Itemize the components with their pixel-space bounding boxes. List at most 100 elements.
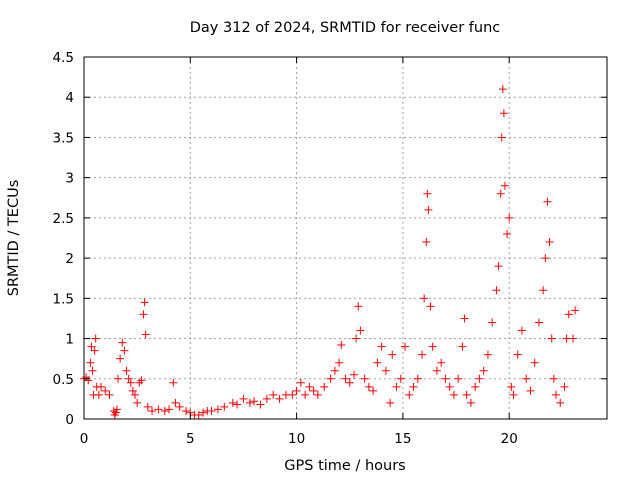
data-point <box>396 374 405 383</box>
data-point <box>458 342 467 351</box>
y-tick-label: 2.5 <box>53 211 74 227</box>
data-point <box>503 229 512 238</box>
data-point <box>497 133 506 142</box>
data-point <box>571 306 580 315</box>
data-point <box>165 405 174 414</box>
data-point <box>526 386 535 395</box>
data-point <box>381 366 390 375</box>
data-point <box>112 405 121 414</box>
data-point <box>352 334 361 343</box>
data-point <box>422 238 431 247</box>
data-point <box>305 382 314 391</box>
data-point <box>171 398 180 407</box>
chart-title: Day 312 of 2024, SRMTID for receiver fun… <box>190 20 501 36</box>
data-point <box>505 213 514 222</box>
data-point <box>86 358 95 367</box>
data-point <box>507 382 516 391</box>
data-point <box>564 310 573 319</box>
x-tick-label: 10 <box>288 431 305 447</box>
y-tick-label: 4 <box>65 90 74 106</box>
data-point <box>109 406 118 415</box>
data-point <box>292 386 301 395</box>
data-point <box>141 330 150 339</box>
data-point <box>120 346 129 355</box>
x-axis-title: GPS time / hours <box>284 458 405 474</box>
data-point <box>309 386 318 395</box>
data-point <box>549 374 558 383</box>
data-point <box>432 366 441 375</box>
data-point <box>377 342 386 351</box>
data-point <box>509 390 518 399</box>
data-point <box>233 400 242 409</box>
data-point <box>496 189 505 198</box>
data-point <box>182 406 191 415</box>
data-point <box>413 374 422 383</box>
data-point <box>256 400 265 409</box>
data-point <box>139 310 148 319</box>
x-tick-label: 20 <box>501 431 518 447</box>
data-point <box>94 390 103 399</box>
data-point <box>345 378 354 387</box>
data-point <box>84 376 93 385</box>
data-points <box>80 85 580 419</box>
x-tick-label: 5 <box>186 431 195 447</box>
data-point <box>392 382 401 391</box>
data-point <box>148 406 157 415</box>
data-point <box>500 181 509 190</box>
data-point <box>313 390 322 399</box>
data-point <box>245 398 254 407</box>
data-point <box>91 334 100 343</box>
data-point <box>82 373 91 382</box>
data-point <box>545 238 554 247</box>
data-point <box>143 402 152 411</box>
data-point <box>543 197 552 206</box>
data-point <box>275 394 284 403</box>
data-point <box>207 406 216 415</box>
data-point <box>560 382 569 391</box>
data-point <box>111 408 120 417</box>
data-point <box>341 374 350 383</box>
y-tick-label: 1 <box>65 332 74 348</box>
y-tick-label: 4.5 <box>53 50 74 66</box>
data-point <box>534 318 543 327</box>
data-point <box>250 397 259 406</box>
data-point <box>228 398 237 407</box>
data-point <box>301 390 310 399</box>
data-point <box>373 358 382 367</box>
data-point <box>88 366 97 375</box>
data-point <box>137 376 146 385</box>
data-point <box>424 205 433 214</box>
data-point <box>335 358 344 367</box>
data-point <box>401 342 410 351</box>
axis-ticks: 0 0.5 1 1.5 2 2.5 3 3.5 4 4.5 0 5 10 15 20 <box>53 50 607 447</box>
data-point <box>213 405 222 414</box>
data-point <box>547 334 556 343</box>
data-point <box>522 374 531 383</box>
plot-frame <box>83 56 608 420</box>
data-point <box>154 405 163 414</box>
data-point <box>426 302 435 311</box>
data-point <box>437 358 446 367</box>
data-point <box>140 298 149 307</box>
data-point <box>97 382 106 391</box>
data-point <box>556 398 565 407</box>
data-point <box>494 262 503 271</box>
data-point <box>517 326 526 335</box>
y-tick-label: 0 <box>65 412 74 428</box>
data-point <box>428 342 437 351</box>
data-point <box>479 366 488 375</box>
data-point <box>262 394 271 403</box>
data-point <box>418 350 427 359</box>
data-point <box>330 366 339 375</box>
data-point <box>118 338 127 347</box>
data-point <box>354 302 363 311</box>
data-point <box>405 390 414 399</box>
data-point <box>131 390 140 399</box>
data-point <box>488 318 497 327</box>
data-point <box>454 374 463 383</box>
data-point <box>101 386 110 395</box>
data-point <box>475 374 484 383</box>
data-point <box>114 374 123 383</box>
data-point <box>530 358 539 367</box>
data-point <box>551 390 560 399</box>
